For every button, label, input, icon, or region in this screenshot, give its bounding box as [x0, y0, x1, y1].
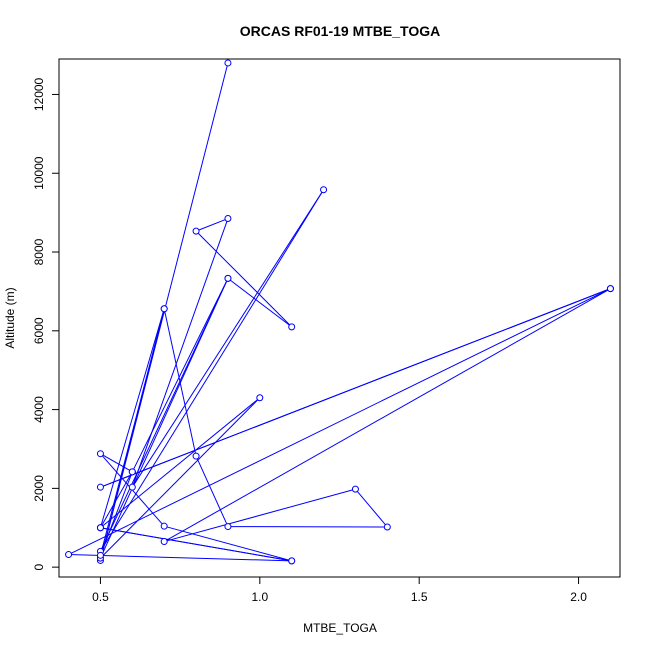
series-line-segment	[100, 397, 261, 559]
data-point	[65, 551, 73, 559]
series-line-segment	[195, 218, 229, 232]
chart-title: ORCAS RF01-19 MTBE_TOGA	[240, 23, 440, 39]
y-tick-label: 8000	[32, 238, 46, 265]
series-line-segment	[355, 488, 388, 528]
series-line-segment	[100, 471, 133, 529]
x-tick-label: 1.0	[251, 590, 268, 604]
x-tick-label: 0.5	[92, 590, 109, 604]
y-tick-label: 4000	[32, 396, 46, 423]
data-point	[96, 483, 104, 491]
series-line-segment	[99, 308, 165, 528]
series-line-segment	[100, 189, 324, 552]
series-line-segment	[164, 525, 292, 562]
series-line-segment	[195, 230, 293, 328]
series-line-segment	[100, 397, 261, 529]
series-line-segment	[99, 471, 133, 556]
data-point	[192, 452, 200, 460]
series-line-segment	[195, 455, 229, 527]
x-tick-label: 2.0	[570, 590, 587, 604]
x-axis-label: MTBE_TOGA	[303, 621, 377, 635]
data-point	[224, 274, 232, 282]
series-line-segment	[68, 288, 611, 555]
y-tick-label: 0	[32, 563, 46, 570]
data-point	[224, 59, 232, 67]
data-point	[606, 285, 614, 293]
data-point	[160, 538, 168, 546]
data-point	[128, 483, 136, 491]
data-point	[351, 485, 359, 493]
y-tick-label: 12000	[32, 77, 46, 111]
data-point	[96, 524, 104, 532]
data-point	[224, 215, 232, 223]
data-point	[383, 523, 391, 531]
series-line-segment	[100, 453, 133, 473]
data-point	[96, 551, 104, 559]
plot-area: 0.5 1.0 1.5 2.0 0 2000 4000 6000 8000 10000 12000	[32, 58, 621, 604]
series-line-segment	[164, 488, 356, 543]
y-tick-label: 10000	[32, 156, 46, 190]
y-axis-label: Altitude (m)	[3, 287, 17, 348]
data-point	[192, 227, 200, 235]
data-point	[160, 305, 168, 313]
series-line-segment	[99, 278, 229, 552]
y-tick-label: 6000	[32, 317, 46, 344]
series-line-segment	[99, 308, 165, 556]
series-line-segment	[227, 278, 292, 328]
series-line-segment	[131, 189, 324, 488]
data-point	[320, 186, 328, 194]
series-line-segment	[163, 288, 611, 542]
y-tick-label: 2000	[32, 475, 46, 502]
series-line-segment	[68, 554, 292, 562]
data-point	[288, 557, 296, 565]
data-point	[288, 323, 296, 331]
data-point	[160, 522, 168, 530]
series-line-segment	[163, 308, 197, 457]
data-point	[256, 394, 264, 402]
data-point	[128, 468, 136, 476]
series-line-segment	[100, 527, 292, 562]
series-line-segment	[131, 218, 229, 488]
data-point	[96, 450, 104, 458]
x-tick-label: 1.5	[411, 590, 428, 604]
series-line-segment	[131, 278, 229, 473]
data-point	[224, 523, 232, 531]
series-line-segment	[100, 288, 611, 488]
